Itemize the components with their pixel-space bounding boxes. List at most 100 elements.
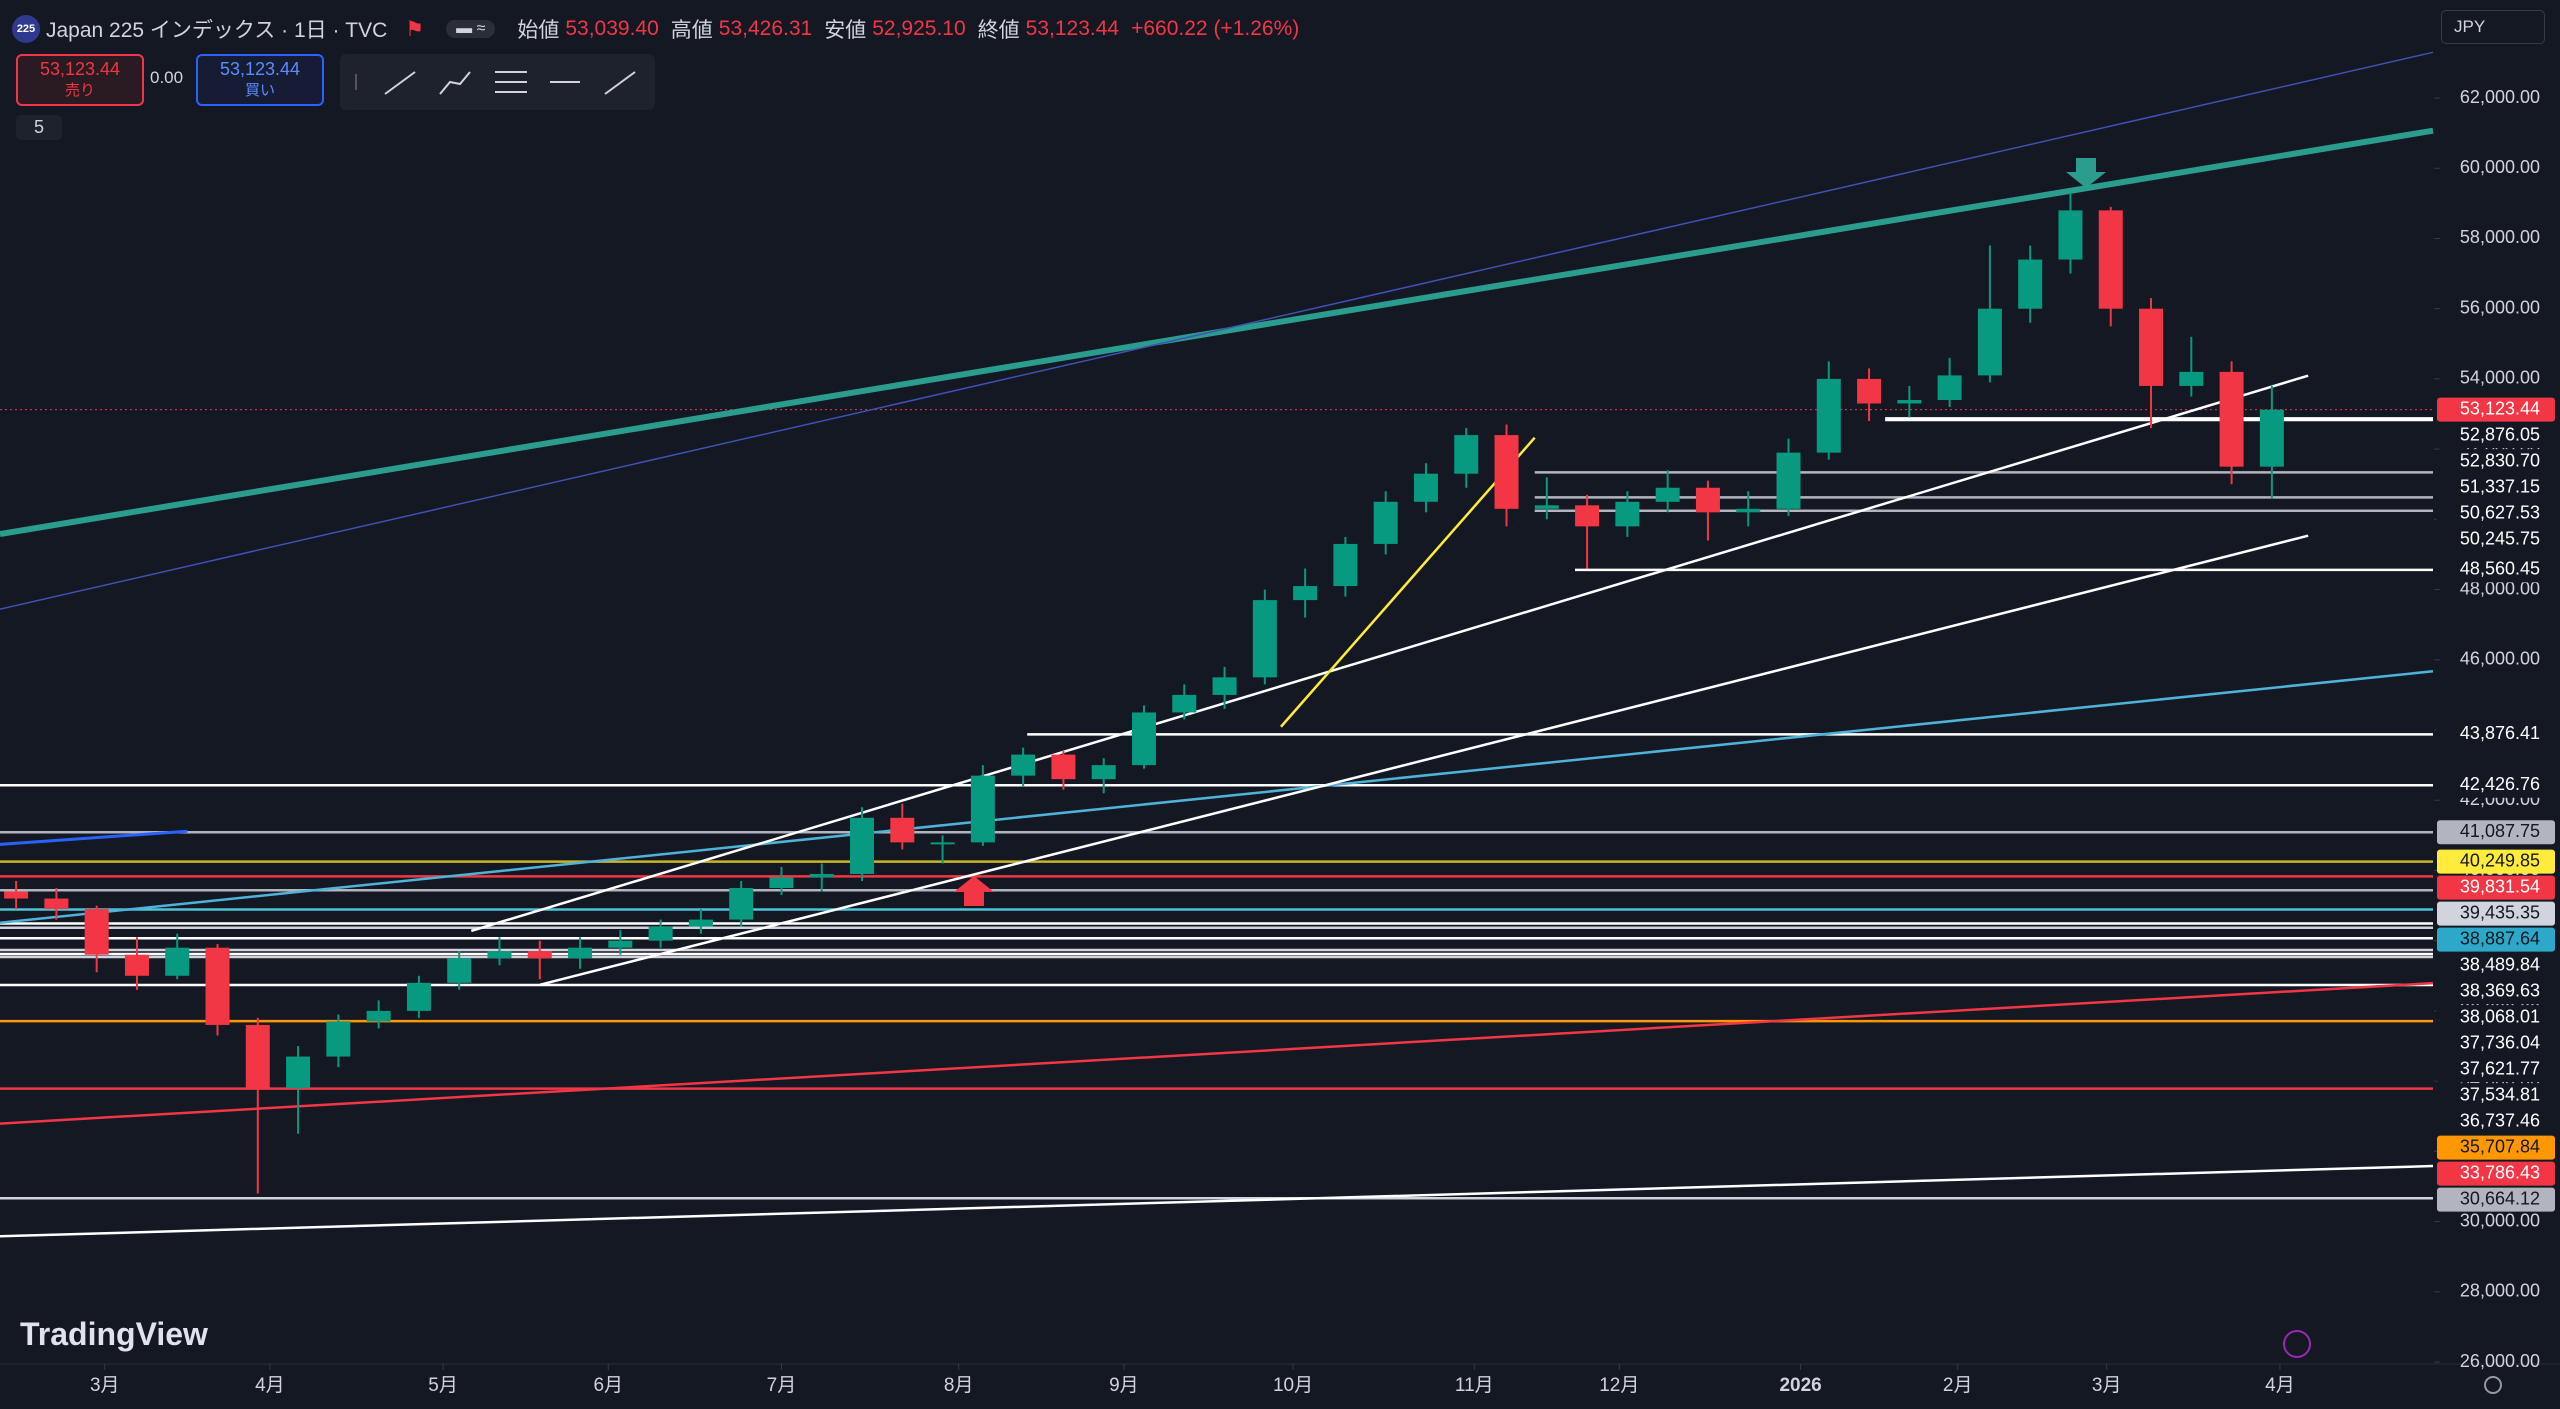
candle-body	[568, 947, 593, 959]
x-tick-label: 7月	[767, 1375, 797, 1396]
candle-body	[1131, 712, 1156, 766]
level-label-bg	[2436, 557, 2556, 583]
candle-body	[608, 940, 633, 948]
level-label: 41,087.75	[2460, 821, 2540, 841]
compare-toggle[interactable]: ▬ ≈	[446, 20, 496, 38]
candle-body	[1333, 543, 1358, 587]
candle-body	[326, 1021, 351, 1057]
level-label: 38,887.64	[2460, 928, 2540, 948]
trend-line	[539, 534, 2309, 986]
candle-body	[688, 919, 713, 927]
path-tool[interactable]	[439, 71, 471, 95]
level-label: 40,249.85	[2460, 850, 2540, 870]
level-label-bg	[2437, 397, 2555, 422]
x-tick-label: 10月	[1273, 1375, 1313, 1396]
parallel-tool[interactable]	[495, 71, 527, 93]
x-tick-label: 5月	[428, 1375, 458, 1396]
low-value: 52,925.10	[872, 17, 966, 40]
price-axis: 26,000.0028,000.0030,000.0032,000.0034,0…	[90, 87, 2556, 1396]
candle-body	[1937, 375, 1962, 400]
candle-body	[124, 954, 149, 976]
sell-label: 売り	[64, 82, 95, 99]
y-tick-label: 60,000.00	[2460, 157, 2540, 177]
candle-body	[1011, 754, 1036, 776]
trend-line	[0, 981, 2434, 1125]
candle-body	[1897, 399, 1922, 404]
candle-body	[1615, 501, 1640, 527]
close-value: 53,123.44	[1025, 17, 1120, 40]
x-tick-label: 3月	[2092, 1375, 2122, 1396]
candle-body	[2018, 259, 2043, 309]
candle-body	[2219, 371, 2244, 467]
candle-body	[1091, 765, 1116, 780]
y-tick-label: 30,000.00	[2460, 1210, 2540, 1230]
level-label: 37,736.04	[2460, 1032, 2540, 1052]
level-label-bg	[2436, 475, 2556, 501]
ray-tool[interactable]	[604, 71, 636, 95]
candle-body	[890, 817, 915, 843]
level-label-bg	[2436, 527, 2556, 553]
level-label: 38,369.63	[2460, 980, 2540, 1000]
currency: JPY	[2454, 17, 2486, 36]
buy-button[interactable]: 53,123.44 買い	[196, 54, 324, 106]
y-tick-label: 26,000.00	[2460, 1351, 2540, 1371]
level-label-bg	[2437, 901, 2555, 926]
level-label: 39,831.54	[2460, 876, 2540, 896]
candle-body	[2259, 409, 2284, 467]
y-tick-label: 58,000.00	[2460, 227, 2540, 247]
y-tick-label: 54,000.00	[2460, 368, 2540, 388]
candle-body	[1172, 694, 1197, 713]
high-value: 53,426.31	[718, 17, 813, 40]
level-label: 37,534.81	[2460, 1084, 2540, 1104]
candle-body	[1857, 378, 1882, 404]
candle-body	[84, 909, 109, 955]
y-tick-label: 46,000.00	[2460, 649, 2540, 669]
candle-body	[1051, 754, 1076, 780]
level-label: 53,123.44	[2460, 398, 2540, 418]
currency-select[interactable]: JPY	[2441, 10, 2545, 44]
x-tick-label: 2月	[1943, 1375, 1973, 1396]
level-label-bg	[2436, 979, 2556, 1005]
level-label: 33,786.43	[2460, 1162, 2540, 1182]
buy-label: 買い	[244, 82, 275, 99]
tradingview-logo: TradingView	[20, 1316, 208, 1352]
candle-body	[1695, 487, 1720, 513]
y-tick-label: 28,000.00	[2460, 1281, 2540, 1301]
level-label-bg	[2437, 927, 2555, 952]
y-tick-label: 62,000.00	[2460, 87, 2540, 107]
settings-button[interactable]	[2484, 1376, 2502, 1394]
indicators-toggle[interactable]: 5	[16, 115, 62, 140]
x-tick-label: 9月	[1109, 1375, 1139, 1396]
level-label-bg	[2437, 1135, 2555, 1160]
level-label: 39,435.35	[2460, 902, 2540, 922]
candle-body	[1977, 308, 2002, 376]
x-tick-label: 3月	[90, 1375, 120, 1396]
level-label-bg	[2437, 849, 2555, 874]
trend-line	[0, 127, 2434, 538]
candle-body	[4, 891, 29, 899]
sell-price: 53,123.44	[39, 59, 121, 79]
candle-body	[286, 1056, 311, 1089]
candle-body	[850, 817, 875, 874]
level-label: 52,876.05	[2460, 424, 2540, 444]
arrow-up-marker	[954, 876, 994, 906]
candle-body	[205, 947, 230, 1025]
toolbar-icons	[355, 71, 636, 95]
candle-body	[1776, 452, 1801, 509]
level-label-bg	[2436, 1005, 2556, 1031]
level-label: 38,068.01	[2460, 1006, 2540, 1026]
level-label-bg	[2436, 1083, 2556, 1109]
candle-body	[648, 926, 673, 941]
spread: 0.00	[150, 68, 184, 87]
trend-line-tool[interactable]	[384, 71, 416, 95]
trend-line	[0, 669, 2434, 924]
trend-line	[1280, 436, 1536, 728]
candle-body	[1816, 378, 1841, 453]
level-label-bg	[2436, 1109, 2556, 1135]
sell-button[interactable]: 53,123.44 売り	[16, 54, 144, 106]
flag[interactable]: ⚑	[405, 17, 425, 41]
x-tick-label: 6月	[593, 1375, 623, 1396]
lightning-button[interactable]	[2283, 1330, 2311, 1358]
level-label-bg	[2437, 1161, 2555, 1186]
buy-price: 53,123.44	[219, 59, 301, 79]
